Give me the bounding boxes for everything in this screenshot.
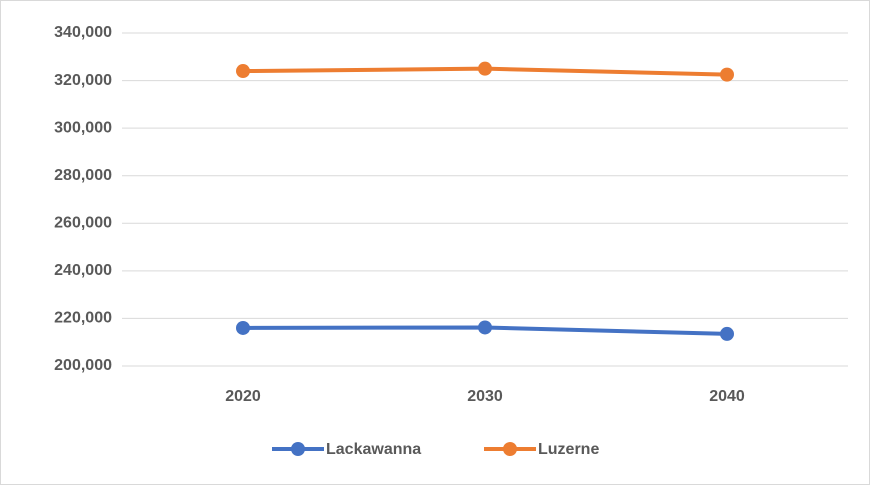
y-tick-label: 240,000 bbox=[54, 262, 112, 279]
data-point bbox=[236, 320, 250, 335]
data-point bbox=[478, 61, 492, 76]
x-tick-label: 2030 bbox=[467, 388, 503, 405]
y-tick-label: 220,000 bbox=[54, 310, 112, 327]
data-point bbox=[720, 67, 734, 82]
y-tick-label: 300,000 bbox=[54, 119, 112, 136]
data-point bbox=[478, 320, 492, 335]
data-point bbox=[236, 64, 250, 79]
y-tick-label: 320,000 bbox=[54, 72, 112, 89]
x-tick-label: 2040 bbox=[709, 388, 745, 405]
y-tick-label: 340,000 bbox=[54, 24, 112, 41]
y-tick-label: 200,000 bbox=[54, 357, 112, 374]
data-point bbox=[720, 326, 734, 341]
x-tick-label: 2020 bbox=[225, 388, 261, 405]
y-tick-label: 260,000 bbox=[54, 215, 112, 232]
legend-label: Lackawanna bbox=[326, 441, 421, 458]
legend-marker bbox=[503, 442, 517, 456]
y-tick-label: 280,000 bbox=[54, 167, 112, 184]
legend-label: Luzerne bbox=[538, 441, 599, 458]
legend-marker bbox=[291, 442, 305, 456]
